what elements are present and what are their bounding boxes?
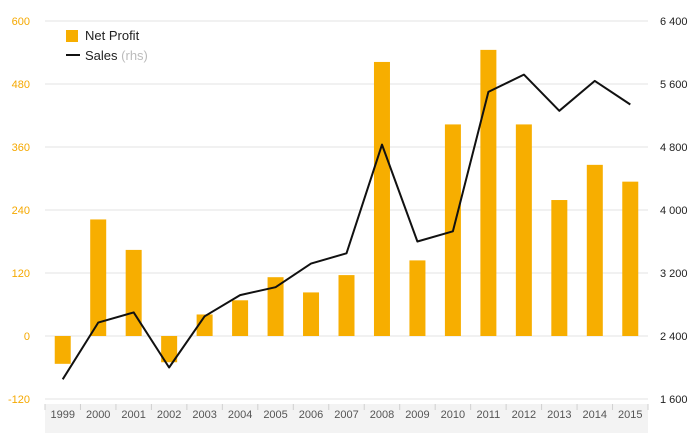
bar-net-profit-2001 [125,249,142,336]
x-tick-label-2007: 2007 [334,409,358,421]
left-tick-label-4: 360 [12,142,30,154]
left-tick-label-5: 480 [12,79,30,91]
x-tick-label-2005: 2005 [263,409,287,421]
right-tick-label-5: 5 600 [660,79,688,91]
bar-net-profit-2008 [373,61,390,336]
x-tick-label-2006: 2006 [299,409,323,421]
right-tick-label-2: 3 200 [660,268,688,280]
x-tick-label-2002: 2002 [157,409,181,421]
x-tick-label-1999: 1999 [50,409,74,421]
bar-net-profit-2014 [586,164,603,336]
x-tick-label-2010: 2010 [441,409,465,421]
left-tick-label-1: 0 [24,331,30,343]
bar-net-profit-2015 [622,181,639,336]
bar-net-profit-2003 [196,314,213,336]
legend: Net Profit Sales (rhs) [66,28,148,63]
legend-label-sales: Sales [85,48,118,63]
x-tick-label-2009: 2009 [405,409,429,421]
bar-net-profit-2000 [90,219,107,336]
bar-net-profit-2005 [267,277,284,336]
line-layer [61,73,631,380]
right-tick-label-4: 4 800 [660,142,688,154]
x-tick-label-2014: 2014 [583,409,607,421]
x-tick-label-2012: 2012 [512,409,536,421]
left-tick-label-3: 240 [12,205,30,217]
x-tick-label-2015: 2015 [618,409,642,421]
left-tick-label-6: 600 [12,16,30,28]
bar-net-profit-1999 [54,336,71,364]
x-tick-label-2008: 2008 [370,409,394,421]
bar-net-profit-2012 [515,124,532,336]
x-tick-label-2011: 2011 [477,409,501,421]
right-tick-label-0: 1 600 [660,394,688,406]
bar-net-profit-2002 [161,336,178,363]
x-tick-label-2004: 2004 [228,409,252,421]
bar-net-profit-2006 [303,292,320,336]
bar-net-profit-2004 [232,300,249,336]
left-tick-label-0: -120 [8,394,30,406]
x-tick-label-2013: 2013 [547,409,571,421]
svg-text:Sales (rhs): Sales (rhs) [85,48,148,63]
ticks-layer: -120 0 120 240 360 480 600 1 600 2 400 3 200 4 000… [8,16,688,421]
bar-net-profit-2007 [338,275,355,336]
right-tick-label-6: 6 400 [660,16,688,28]
x-axis-band [45,404,648,433]
right-tick-label-1: 2 400 [660,331,688,343]
legend-label-sales-hint: (rhs) [121,48,148,63]
x-tick-label-2001: 2001 [121,409,145,421]
legend-label-net-profit: Net Profit [85,28,140,43]
x-tick-label-2003: 2003 [192,409,216,421]
bar-net-profit-2009 [409,260,426,336]
legend-swatch-net-profit [66,30,78,42]
line-sales [61,73,631,380]
bar-net-profit-2013 [551,200,568,336]
bars-layer [54,49,639,364]
bar-net-profit-2011 [480,49,497,336]
x-tick-label-2000: 2000 [86,409,110,421]
left-tick-label-2: 120 [12,268,30,280]
right-tick-label-3: 4 000 [660,205,688,217]
